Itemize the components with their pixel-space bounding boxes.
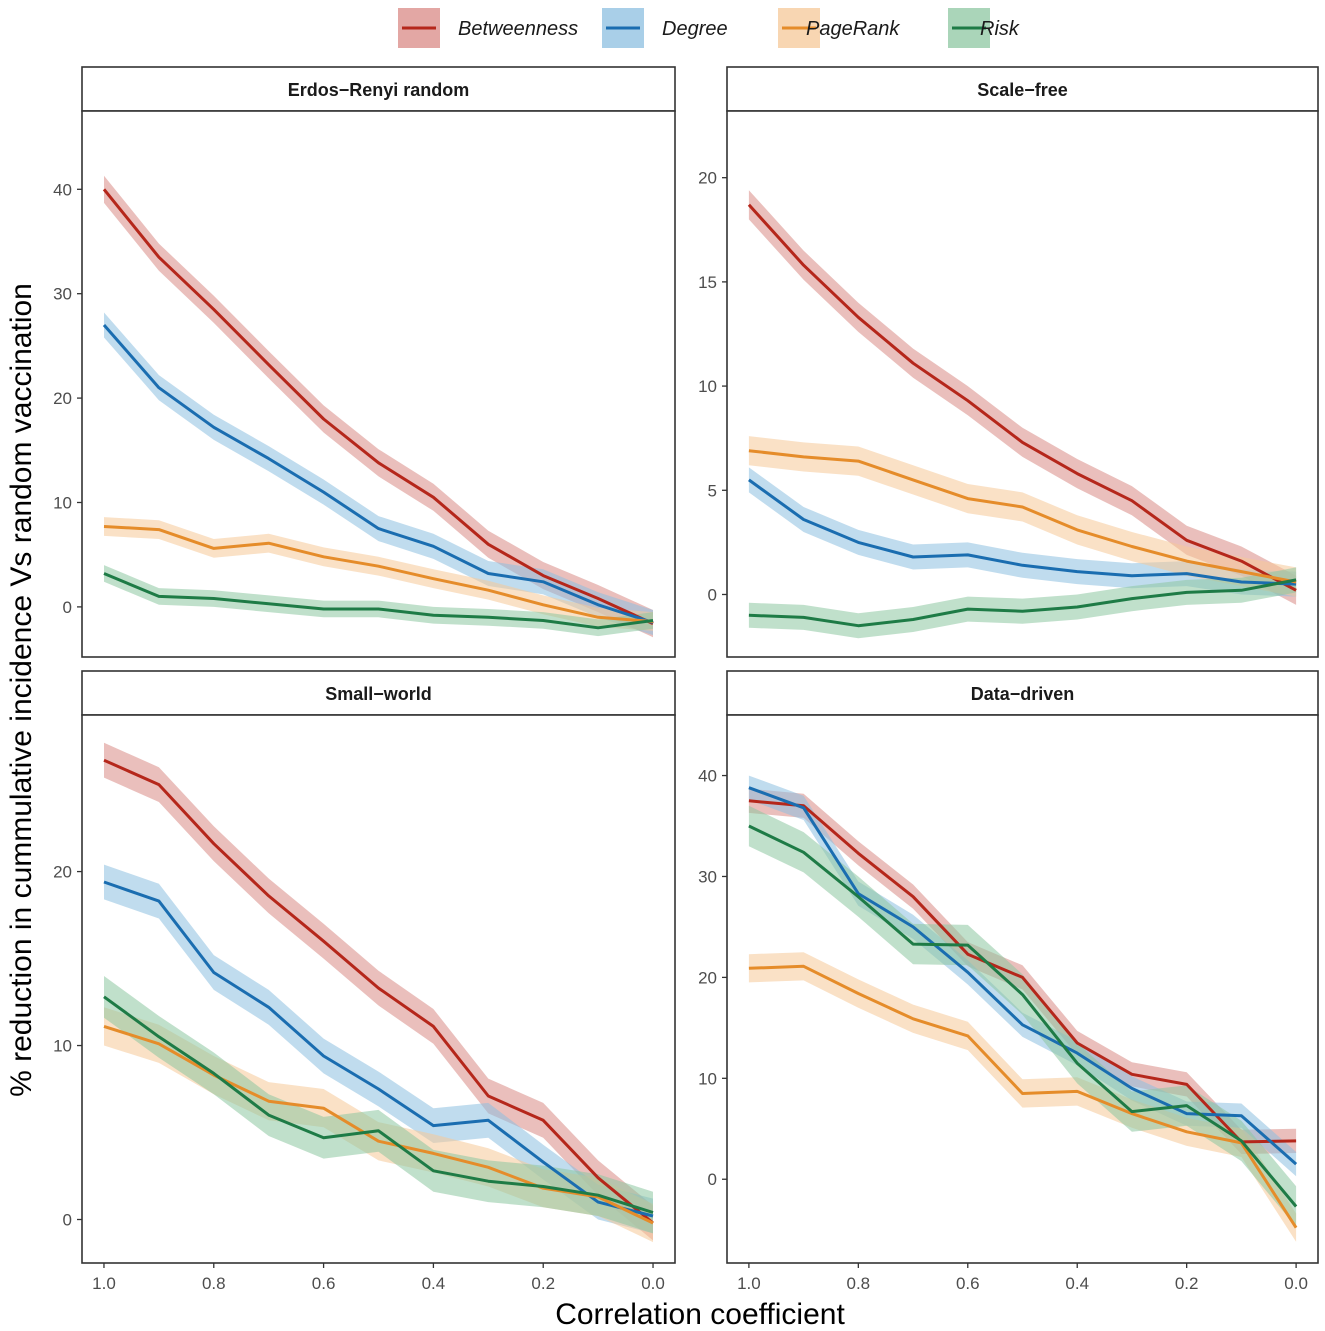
legend-item-betweenness: Betweenness (398, 8, 578, 48)
panel-data-driven: Data−driven 0 10 20 30 40 1.0 0.8 0.6 0.4 0.2 0.0 (698, 670, 1319, 1293)
panel-scale-free: Scale−free 0 5 10 15 20 (698, 66, 1319, 658)
line-risk (103, 995, 654, 1214)
line-pagerank (103, 1024, 654, 1225)
panel-title: Small−world (325, 684, 432, 704)
line-degree (748, 478, 1297, 586)
line-betweenness (748, 799, 1297, 1144)
panel-title: Erdos−Renyi random (288, 80, 470, 100)
line-pagerank (103, 525, 654, 623)
y-tick-label: 40 (53, 180, 72, 199)
legend-label-betweenness: Betweenness (458, 18, 578, 40)
y-tick-label: 0 (708, 585, 717, 604)
legend-label-degree: Degree (662, 18, 728, 40)
y-tick-label: 0 (63, 1211, 72, 1230)
x-tick-label: 0.8 (202, 1274, 226, 1293)
y-tick-label: 30 (53, 285, 72, 304)
band-risk (748, 567, 1297, 639)
y-axis-title: % reduction in cummulative incidence Vs … (5, 283, 38, 1097)
legend-item-degree: Degree (602, 8, 728, 48)
plot-marks (102, 175, 654, 638)
x-tick-label: 1.0 (92, 1274, 116, 1293)
band-betweenness (104, 175, 653, 638)
x-tick-label: 0.0 (641, 1274, 665, 1293)
x-tick-label: 0.6 (956, 1274, 980, 1293)
band-risk (104, 976, 653, 1234)
x-tick-label: 0.4 (422, 1274, 446, 1293)
band-betweenness (748, 788, 1297, 1154)
legend-item-risk: Risk (948, 8, 1020, 48)
band-degree (104, 312, 653, 636)
line-risk (748, 824, 1298, 1208)
panel-title: Scale−free (977, 80, 1068, 100)
x-tick-label: 0.0 (1284, 1274, 1308, 1293)
y-tick-label: 0 (708, 1170, 717, 1189)
line-pagerank (748, 449, 1297, 584)
x-axis-title: Correlation coefficient (555, 1298, 845, 1331)
panel-strip (81, 670, 676, 716)
line-risk (748, 578, 1297, 628)
y-tick-label: 10 (53, 493, 72, 512)
panel-border (726, 714, 1319, 1264)
band-betweenness (104, 742, 653, 1241)
line-pagerank (748, 964, 1298, 1229)
y-tick-label: 20 (698, 169, 717, 188)
y-tick-label: 5 (708, 481, 717, 500)
legend: Betweenness Degree PageRank Risk (398, 8, 1020, 48)
line-degree (103, 880, 654, 1218)
plot-marks (747, 190, 1297, 639)
x-tick-label: 1.0 (737, 1274, 761, 1293)
y-tick-label: 0 (63, 598, 72, 617)
band-pagerank (748, 436, 1297, 597)
x-tick-label: 0.2 (1175, 1274, 1199, 1293)
line-degree (748, 786, 1298, 1166)
panel-strip (726, 670, 1319, 716)
y-tick-label: 10 (698, 377, 717, 396)
plot-marks (748, 775, 1298, 1242)
y-tick-label: 20 (698, 968, 717, 987)
y-tick-label: 20 (53, 863, 72, 882)
x-tick-label: 0.4 (1065, 1274, 1089, 1293)
band-pagerank (748, 952, 1297, 1242)
band-degree (748, 775, 1297, 1177)
line-degree (102, 324, 654, 624)
legend-item-pagerank: PageRank (778, 8, 900, 48)
legend-label-risk: Risk (980, 18, 1020, 40)
panel-strip (726, 66, 1319, 112)
panel-small-world: Small−world 0 10 20 1.0 0.8 0.6 0.4 0.2 0.0 (53, 670, 676, 1293)
line-betweenness (747, 203, 1297, 592)
plot-marks (103, 742, 654, 1243)
line-risk (103, 572, 654, 630)
panel-title: Data−driven (971, 684, 1075, 704)
panel-border (726, 110, 1319, 658)
panel-erdos-renyi-random: Erdos−Renyi random 0 10 20 30 40 (53, 66, 676, 658)
x-tick-label: 0.6 (312, 1274, 336, 1293)
x-tick-label: 0.8 (847, 1274, 871, 1293)
y-tick-label: 10 (698, 1069, 717, 1088)
y-tick-label: 40 (698, 767, 717, 786)
x-tick-label: 0.2 (531, 1274, 555, 1293)
line-betweenness (102, 188, 654, 625)
panel-border (81, 110, 676, 658)
facet-panels: Erdos−Renyi random 0 10 20 30 40 Scale−free 0 5 1… (53, 66, 1319, 1293)
y-tick-label: 10 (53, 1037, 72, 1056)
y-tick-label: 30 (698, 867, 717, 886)
line-betweenness (103, 758, 654, 1225)
panel-border (81, 714, 676, 1264)
legend-label-pagerank: PageRank (806, 18, 900, 40)
y-tick-label: 20 (53, 389, 72, 408)
y-tick-label: 15 (698, 273, 717, 292)
